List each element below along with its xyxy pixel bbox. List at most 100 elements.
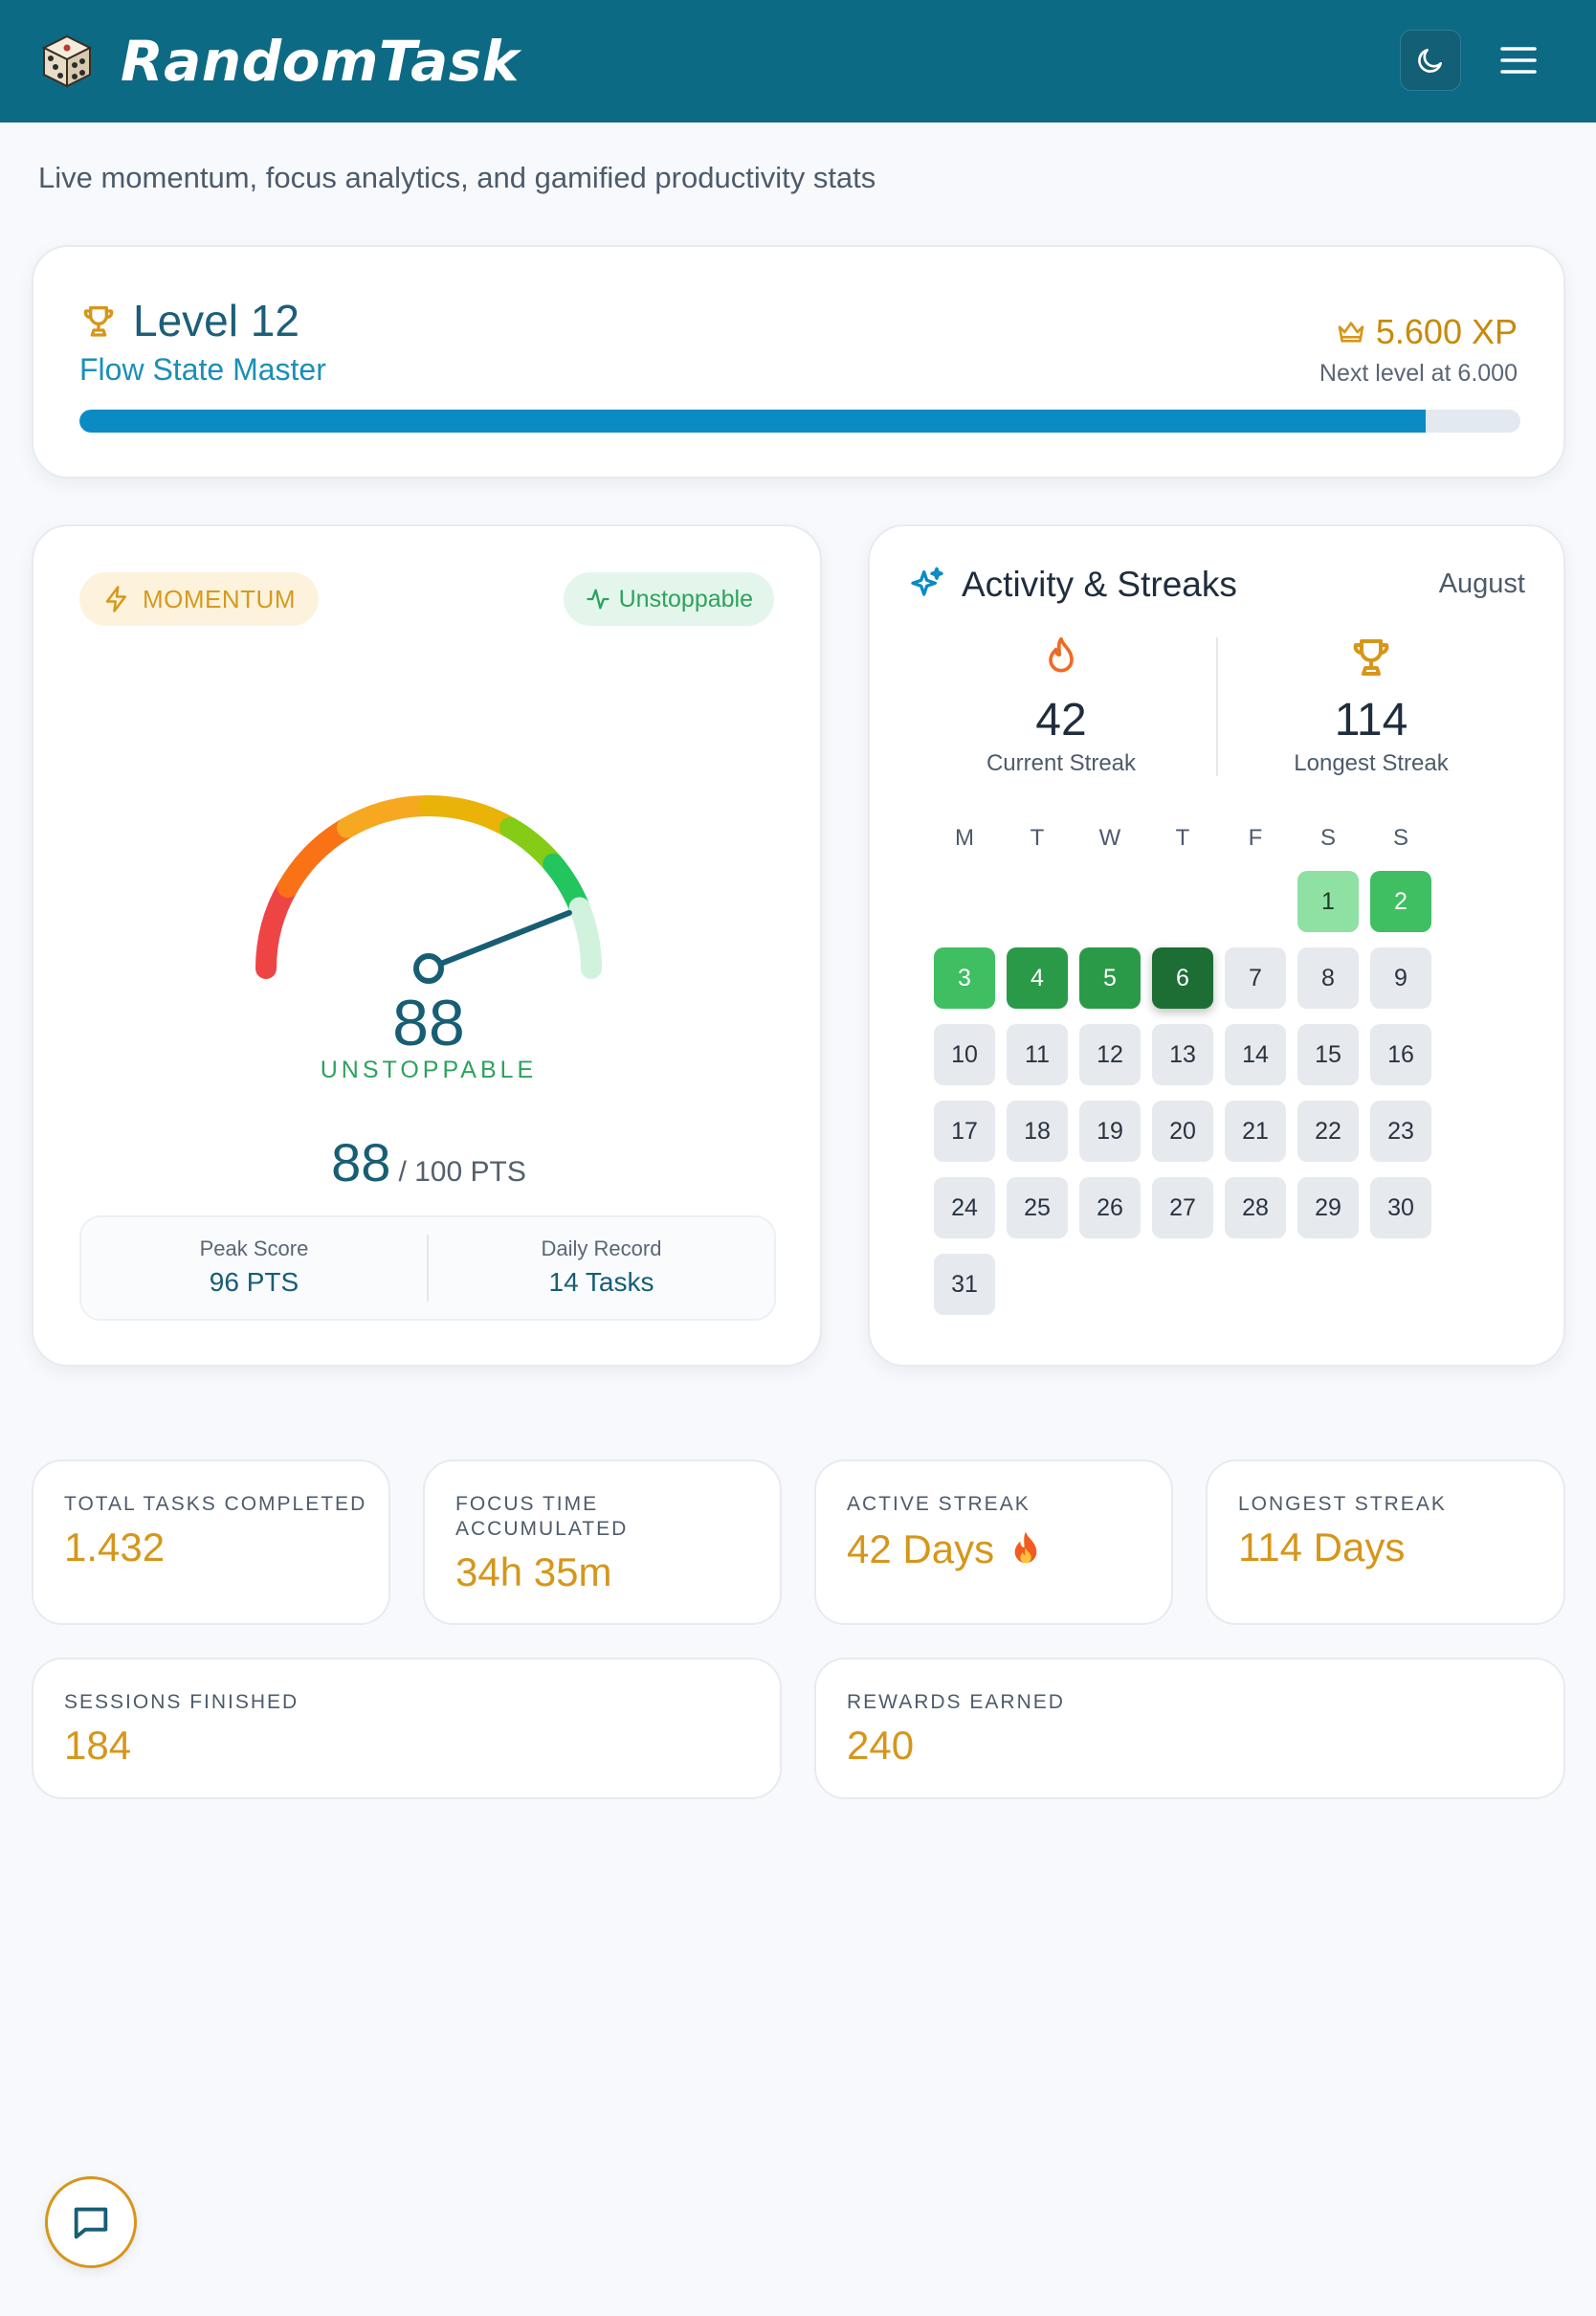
weekday-header: T: [1030, 825, 1045, 851]
focus-time-label-line2: ACCUMULATED: [455, 1518, 629, 1540]
rewards-card: REWARDS EARNED 240: [814, 1658, 1565, 1799]
calendar-day[interactable]: 3: [934, 947, 995, 1009]
calendar-day[interactable]: 2: [1370, 871, 1431, 932]
brand[interactable]: RandomTask: [38, 29, 520, 94]
momentum-pill: MOMENTUM: [79, 572, 319, 626]
level-heading: Level 12: [79, 295, 299, 346]
xp-progress-bar: [79, 410, 1520, 433]
active-streak-label: ACTIVE STREAK: [847, 1493, 1031, 1515]
level-card: Level 12 Flow State Master 5.600 XP Next…: [32, 245, 1565, 479]
calendar-day[interactable]: 26: [1079, 1177, 1141, 1238]
xp-display: 5.600 XP: [1336, 312, 1518, 352]
sparkles-icon: [911, 567, 943, 596]
weekday-header: S: [1319, 825, 1336, 851]
current-streak-value: 42: [1035, 695, 1087, 746]
gauge-needle: [426, 909, 572, 971]
momentum-score-label: UNSTOPPABLE: [320, 1057, 538, 1083]
chat-button[interactable]: [45, 2176, 137, 2268]
momentum-card: MOMENTUM Unstoppable 88 UNSTOPPABLE 88/ …: [32, 524, 822, 1367]
longest-streak-value: 114: [1334, 695, 1408, 746]
weekday-header: M: [955, 825, 974, 851]
calendar-day[interactable]: 14: [1225, 1024, 1286, 1085]
calendar-day[interactable]: 29: [1297, 1177, 1359, 1238]
calendar-day[interactable]: 22: [1297, 1101, 1359, 1162]
calendar-day[interactable]: 17: [934, 1101, 995, 1162]
focus-time-value: 34h 35m: [455, 1549, 612, 1594]
momentum-mini-stats: Peak Score 96 PTS Daily Record 14 Tasks: [79, 1215, 776, 1321]
points-value: 88: [331, 1132, 391, 1192]
longest-streak-card: LONGEST STREAK 114 Days: [1206, 1459, 1565, 1625]
longest-streak: 114 Longest Streak: [1218, 634, 1524, 777]
longest-streak-label: Longest Streak: [1294, 750, 1449, 776]
active-streak-card: ACTIVE STREAK 42 Days: [814, 1459, 1173, 1625]
calendar-day[interactable]: 15: [1297, 1024, 1359, 1085]
menu-button[interactable]: [1495, 33, 1542, 88]
calendar-day[interactable]: 30: [1370, 1177, 1431, 1238]
theme-toggle-button[interactable]: [1400, 30, 1461, 91]
fire-emoji-icon: [1014, 1531, 1037, 1564]
calendar-day[interactable]: 10: [934, 1024, 995, 1085]
menu-icon: [1500, 47, 1537, 74]
calendar-month[interactable]: August: [1438, 568, 1525, 599]
calendar-day[interactable]: 4: [1007, 947, 1068, 1009]
current-streak-label: Current Streak: [986, 750, 1137, 776]
points-display: 88/ 100 PTS: [33, 1131, 824, 1193]
calendar-day[interactable]: 1: [1297, 871, 1359, 932]
calendar-day[interactable]: 13: [1152, 1024, 1213, 1085]
dice-logo-icon: [41, 34, 93, 88]
calendar-day[interactable]: 20: [1152, 1101, 1213, 1162]
daily-record-value: 14 Tasks: [548, 1267, 654, 1297]
momentum-status-badge: Unstoppable: [563, 572, 774, 626]
peak-score-label: Peak Score: [199, 1236, 309, 1260]
calendar-day[interactable]: 23: [1370, 1101, 1431, 1162]
calendar-day[interactable]: 9: [1370, 947, 1431, 1009]
calendar-day[interactable]: 18: [1007, 1101, 1068, 1162]
daily-record-label: Daily Record: [541, 1236, 662, 1260]
level-title: Level 12: [133, 296, 299, 345]
trophy-icon: [1353, 639, 1389, 676]
gauge-segment-7: [568, 897, 602, 979]
moon-icon: [1418, 49, 1442, 73]
calendar-day[interactable]: 24: [934, 1177, 995, 1238]
peak-score-value: 96 PTS: [209, 1267, 299, 1297]
crown-icon: [1338, 322, 1364, 343]
gauge-segment-4: [418, 795, 521, 838]
flame-icon: [1049, 636, 1074, 673]
calendar-day[interactable]: 16: [1370, 1024, 1431, 1085]
activity-title: Activity & Streaks: [962, 565, 1237, 604]
weekday-header: F: [1248, 825, 1263, 851]
calendar-day[interactable]: 7: [1225, 947, 1286, 1009]
calendar-day[interactable]: 28: [1225, 1177, 1286, 1238]
calendar-day[interactable]: 11: [1007, 1024, 1068, 1085]
momentum-score: 88: [392, 987, 465, 1059]
rewards-value: 240: [847, 1723, 915, 1768]
calendar-day[interactable]: 27: [1152, 1177, 1213, 1238]
pulse-icon: [586, 589, 610, 610]
calendar-day[interactable]: 21: [1225, 1101, 1286, 1162]
focus-time-label: FOCUS TIME ACCUMULATED: [455, 1492, 628, 1542]
calendar-day[interactable]: 31: [934, 1254, 995, 1315]
peak-score-stat: Peak Score 96 PTS: [81, 1217, 427, 1319]
active-streak-value-row: 42 Days: [847, 1526, 1042, 1572]
calendar-day[interactable]: 19: [1079, 1101, 1141, 1162]
current-streak: 42 Current Streak: [908, 634, 1214, 777]
calendar-day[interactable]: 25: [1007, 1177, 1068, 1238]
rewards-label: REWARDS EARNED: [847, 1691, 1065, 1713]
total-tasks-card: TOTAL TASKS COMPLETED 1.432: [32, 1459, 390, 1625]
calendar-day[interactable]: 8: [1297, 947, 1359, 1009]
points-suffix: / 100 PTS: [398, 1156, 526, 1188]
app-header: RandomTask: [0, 0, 1596, 122]
xp-progress-fill: [79, 410, 1426, 433]
momentum-gauge: [255, 795, 602, 984]
xp-value: 5.600 XP: [1375, 312, 1518, 351]
daily-record-stat: Daily Record 14 Tasks: [427, 1235, 774, 1302]
app-name: RandomTask: [121, 29, 520, 94]
weekday-header: W: [1098, 825, 1121, 851]
focus-time-label-line1: FOCUS TIME: [455, 1493, 599, 1515]
level-rank: Flow State Master: [79, 352, 326, 387]
next-level-text: Next level at 6.000: [1319, 360, 1518, 387]
calendar-day[interactable]: 12: [1079, 1024, 1141, 1085]
calendar-day[interactable]: 6: [1152, 947, 1213, 1009]
focus-time-card: FOCUS TIME ACCUMULATED 34h 35m: [423, 1459, 782, 1625]
calendar-day[interactable]: 5: [1079, 947, 1141, 1009]
